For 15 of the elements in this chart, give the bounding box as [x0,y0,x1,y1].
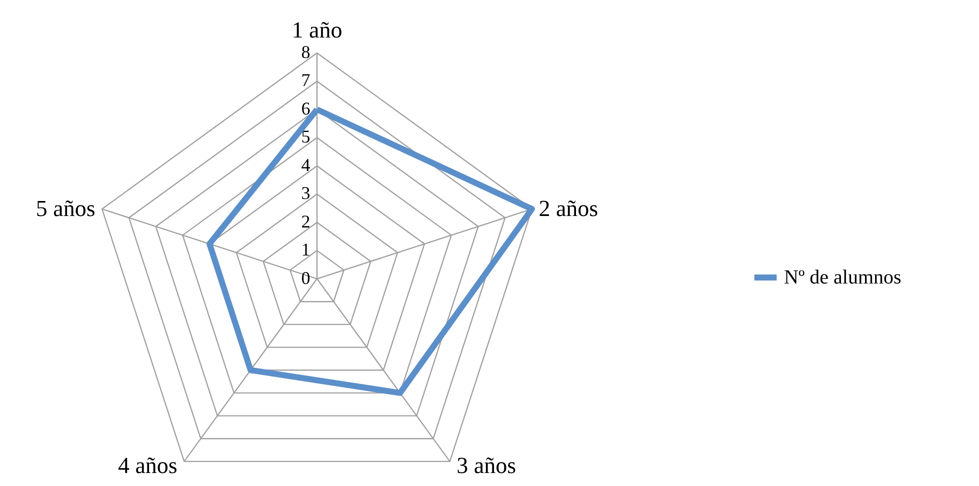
y-tick-label: 1 [301,240,310,260]
y-tick-label: 0 [301,268,310,288]
y-tick-label: 7 [301,70,310,90]
y-tick-label: 8 [301,42,310,62]
spoke-label: 4 años [118,452,178,478]
spoke-label: 3 años [456,452,516,478]
spoke-label: 1 año [292,17,342,42]
spoke-label: 2 años [538,196,598,222]
y-tick-label: 6 [301,98,310,118]
y-tick-label: 5 [301,126,310,147]
y-tick-label: 3 [301,183,310,204]
y-tick-label: 2 [301,211,310,232]
spoke-label: 5 años [36,196,96,222]
legend-label: Nº de alumnos [784,266,902,288]
y-tick-label: 4 [301,154,310,175]
